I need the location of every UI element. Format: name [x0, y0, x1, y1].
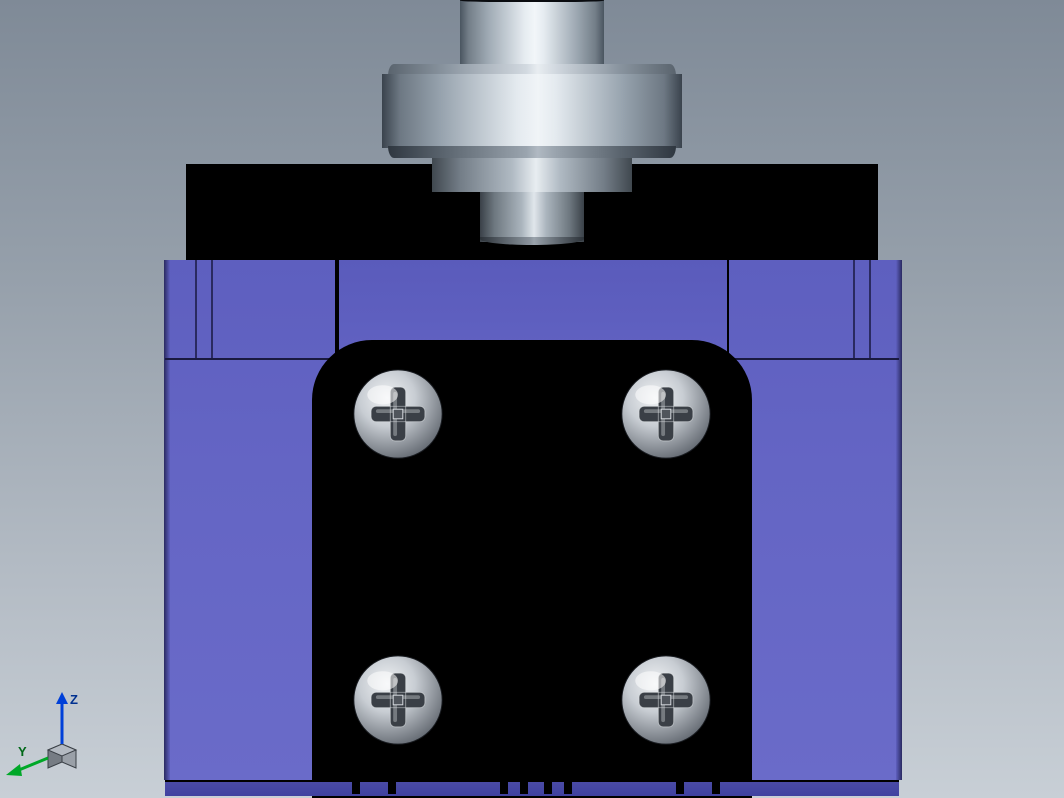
triad-cube-icon [48, 744, 76, 768]
cad-viewport[interactable]: Z Y [0, 0, 1064, 798]
orientation-triad[interactable]: Z Y [22, 690, 112, 780]
slab-left-groove-b [211, 260, 213, 360]
screw-bottom-right [618, 652, 714, 748]
bottom-notch-0 [352, 780, 360, 794]
shaft-lower-cylinder [480, 192, 584, 242]
z-axis-label: Z [70, 692, 78, 707]
body-bottom-strip [165, 780, 899, 796]
bottom-notch-6 [676, 780, 684, 794]
slab-right-groove-b [853, 260, 855, 360]
slab-left-groove-a [195, 260, 197, 360]
flange-bottom-chamfer [388, 146, 676, 158]
bottom-notch-1 [388, 780, 396, 794]
shaft-flange [382, 64, 682, 158]
bottom-notch-2 [500, 780, 508, 794]
body-slab-right [727, 260, 901, 780]
screw-top-left [350, 366, 446, 462]
z-axis-icon: Z [56, 692, 78, 744]
y-axis-label: Y [18, 744, 27, 759]
slab-right-groove-a [869, 260, 871, 360]
bottom-notch-4 [544, 780, 552, 794]
shaft-upper-cylinder [460, 0, 604, 65]
shaft-step [432, 158, 632, 192]
bottom-notch-5 [564, 780, 572, 794]
bottom-notch-3 [520, 780, 528, 794]
flange-body [382, 74, 682, 148]
screw-top-right [618, 366, 714, 462]
cad-model[interactable] [0, 0, 1064, 798]
shaft-upper-top-edge [460, 0, 604, 2]
bottom-notch-7 [712, 780, 720, 794]
screw-bottom-left [350, 652, 446, 748]
